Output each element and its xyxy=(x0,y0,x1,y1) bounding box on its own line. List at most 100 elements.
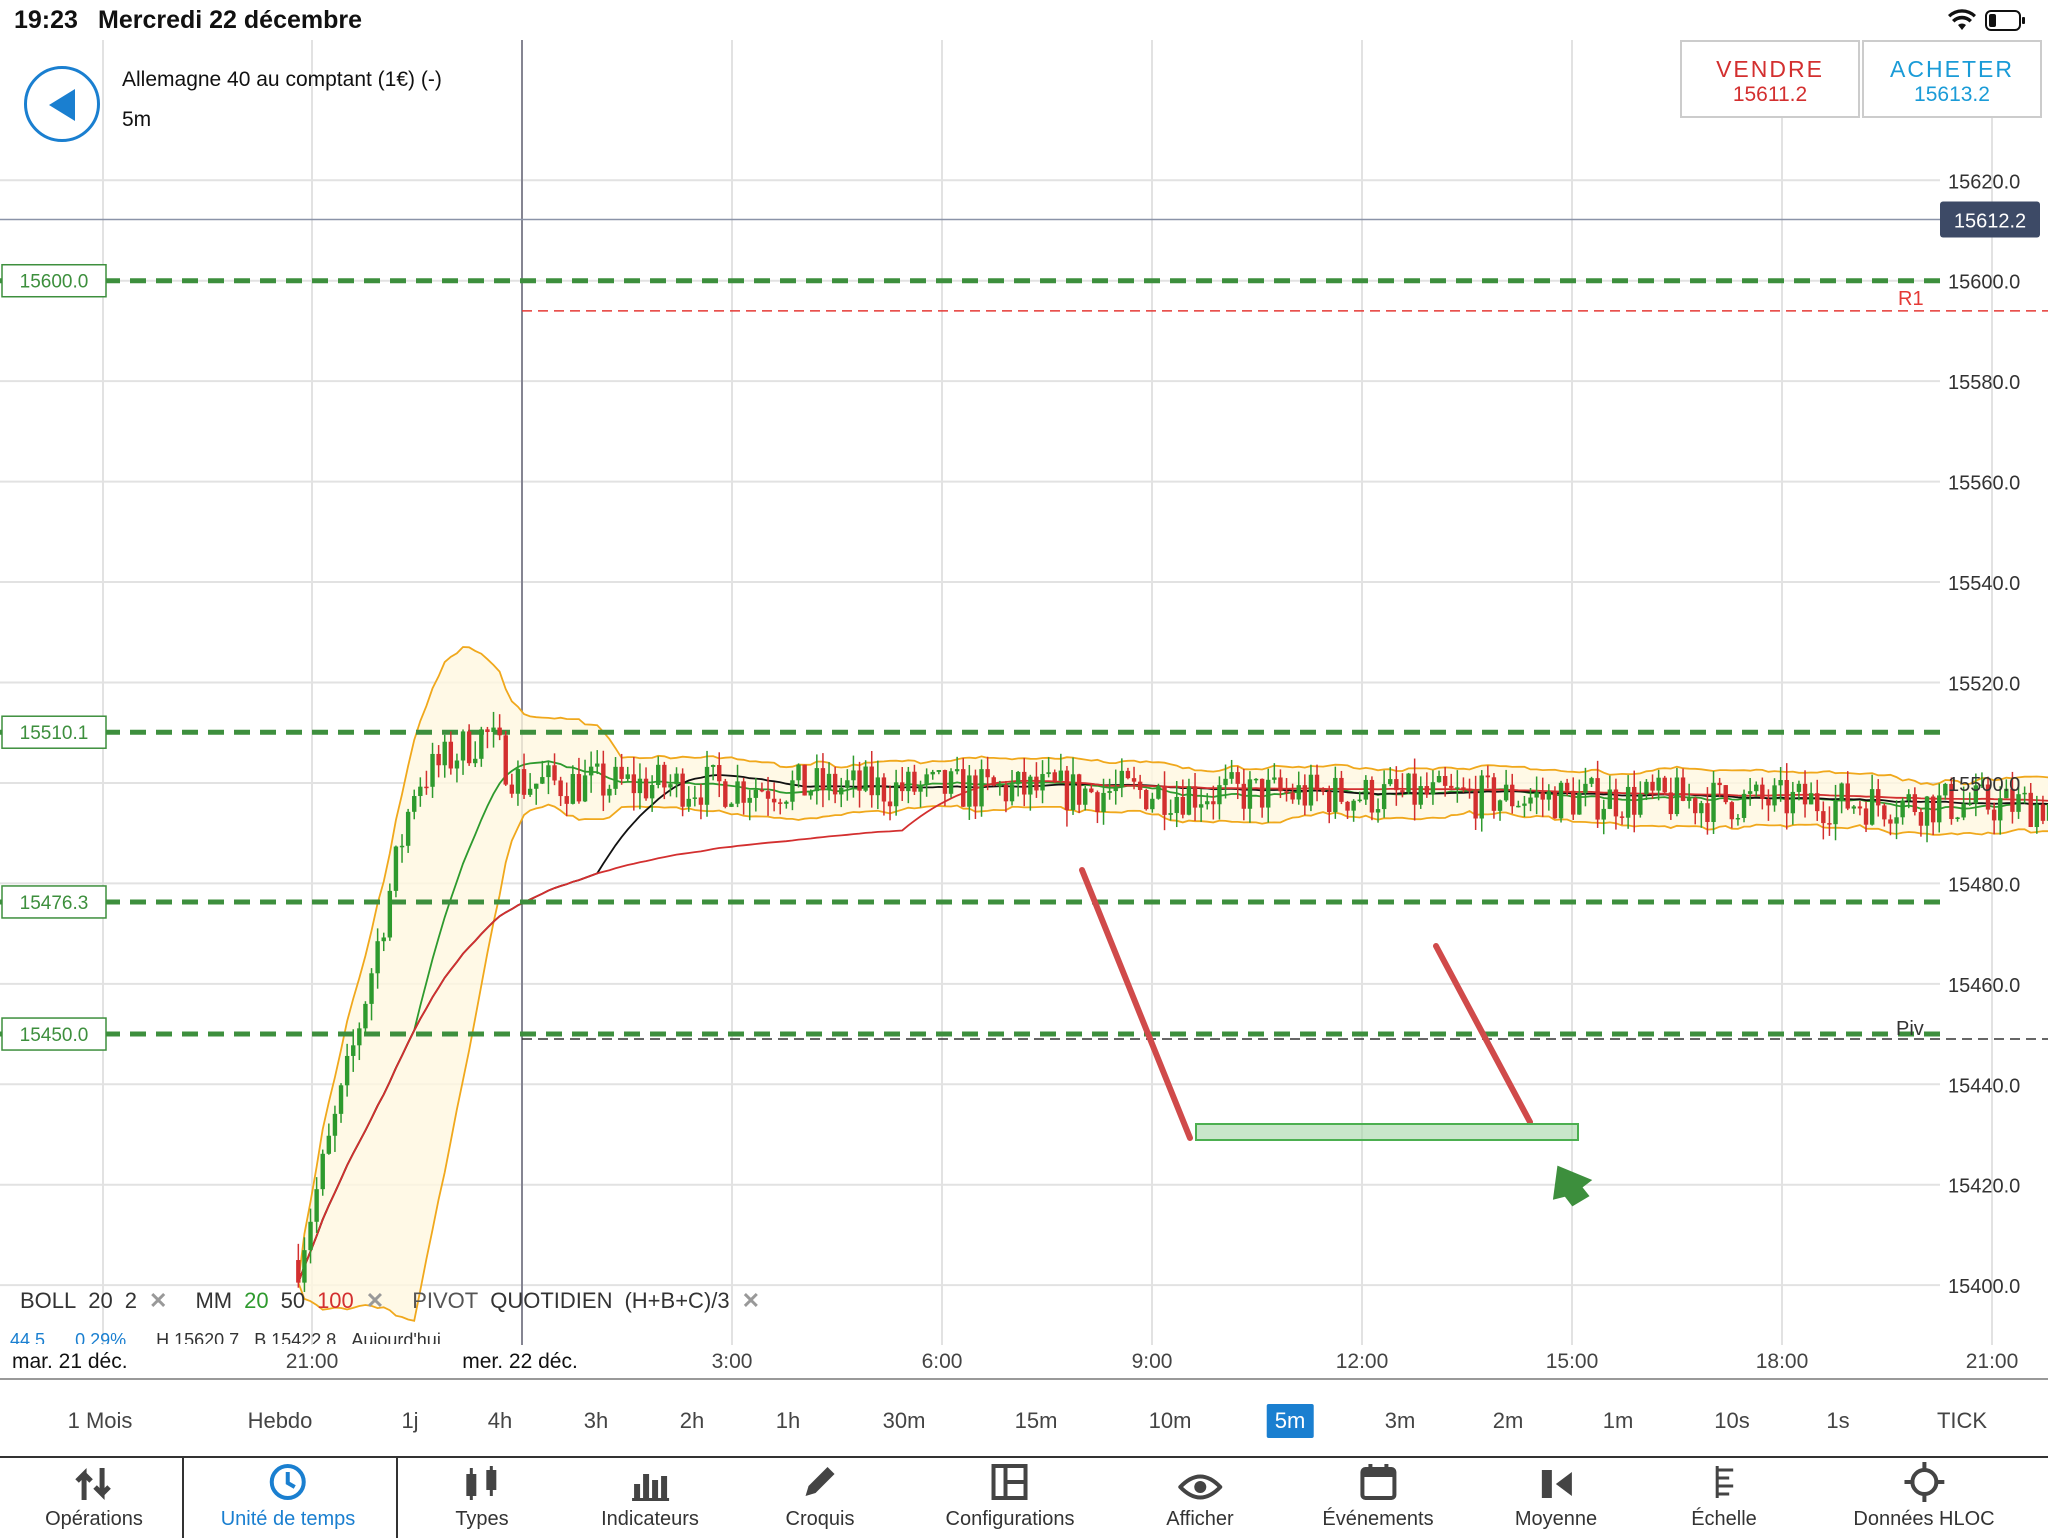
toolbar-operations[interactable]: Opérations xyxy=(45,1458,143,1538)
x-tick-label: mer. 22 déc. xyxy=(462,1350,578,1374)
candle-body xyxy=(1174,796,1179,814)
candle xyxy=(601,750,606,812)
candle xyxy=(344,1043,350,1097)
back-button[interactable] xyxy=(24,66,100,142)
candle xyxy=(1900,797,1905,825)
timeframe-tick[interactable]: TICK xyxy=(1936,1408,1988,1433)
y-tick-label: 15540.0 xyxy=(1948,573,2020,595)
timeframe-30m[interactable]: 30m xyxy=(882,1408,926,1433)
candle-body xyxy=(735,781,740,804)
y-tick-label: 15560.0 xyxy=(1948,473,2020,495)
candle xyxy=(1034,762,1039,798)
candle xyxy=(363,1001,368,1034)
timeframe-2h[interactable]: 2h xyxy=(679,1408,705,1433)
candle-body xyxy=(1845,783,1850,809)
toolbar-types[interactable]: Types xyxy=(455,1458,509,1538)
candle xyxy=(753,778,759,812)
candle xyxy=(1015,770,1021,797)
candle-body xyxy=(1461,787,1466,789)
candle-body xyxy=(668,784,673,788)
candle-body xyxy=(369,973,374,1004)
sell-button[interactable]: VENDRE 15611.2 xyxy=(1680,40,1860,118)
candle xyxy=(674,767,679,798)
candle xyxy=(375,928,380,989)
toolbar-echelle[interactable]: Échelle xyxy=(1691,1458,1757,1538)
candle-body xyxy=(1442,776,1448,786)
timeframe-15m[interactable]: 15m xyxy=(1014,1408,1058,1433)
candle xyxy=(991,775,996,787)
toolbar-unite-de-temps[interactable]: Unité de temps xyxy=(221,1458,355,1538)
candle xyxy=(1571,777,1576,820)
timeframe-4h[interactable]: 4h xyxy=(487,1408,513,1433)
candle xyxy=(369,968,374,1021)
candle xyxy=(1314,764,1320,802)
candle-body xyxy=(906,771,911,792)
candle xyxy=(613,757,618,796)
candle-body xyxy=(1632,786,1637,815)
candle xyxy=(1162,771,1167,831)
level-tag-value: 15600.0 xyxy=(20,272,89,293)
price-chart[interactable]: R1 Piv 15620.0 15600.0 15580.0 15560.0 15540.0… xyxy=(0,40,2048,1348)
candle-body xyxy=(1394,779,1399,791)
timeframe-1j[interactable]: 1j xyxy=(401,1408,419,1433)
candle-body xyxy=(1485,775,1491,778)
timeframe-hebdo[interactable]: Hebdo xyxy=(247,1408,313,1433)
candle xyxy=(1912,787,1918,816)
timeframe-5m[interactable]: 5m xyxy=(1266,1404,1314,1438)
toolbar-evenements[interactable]: Événements xyxy=(1322,1458,1434,1538)
timeframe-1h[interactable]: 1h xyxy=(775,1408,801,1433)
candles xyxy=(296,711,2048,1292)
legend-boll-p1: 20 xyxy=(88,1288,113,1313)
candle-body xyxy=(1601,808,1606,820)
candle-body xyxy=(1747,791,1753,794)
candle xyxy=(1180,779,1186,819)
candle xyxy=(1119,758,1125,798)
candle xyxy=(1967,792,1972,806)
candle-body xyxy=(1125,770,1131,779)
timeframe-3m[interactable]: 3m xyxy=(1384,1408,1416,1433)
buy-label: ACHETER xyxy=(1890,56,2014,82)
remove-pivot-icon[interactable]: ✕ xyxy=(741,1288,761,1313)
candle xyxy=(942,769,948,806)
candle-body xyxy=(1388,779,1393,785)
candle-body xyxy=(1223,778,1228,786)
candle xyxy=(1668,777,1674,820)
wifi-icon xyxy=(1948,9,1976,30)
candle-body xyxy=(485,729,490,733)
remove-mm-icon[interactable]: ✕ xyxy=(365,1288,385,1313)
candle xyxy=(1802,770,1808,818)
candle-body xyxy=(1900,800,1905,818)
candle xyxy=(1735,814,1741,826)
timeframe-2m[interactable]: 2m xyxy=(1492,1408,1524,1433)
buy-button[interactable]: ACHETER 15613.2 xyxy=(1862,40,2042,118)
candle xyxy=(668,774,673,797)
toolbar-configurations[interactable]: Configurations xyxy=(946,1458,1074,1538)
candle-body xyxy=(1473,790,1478,819)
candle xyxy=(424,770,429,795)
timeframe-10m[interactable]: 10m xyxy=(1148,1408,1192,1433)
candle xyxy=(1882,803,1887,827)
candle xyxy=(1674,767,1680,817)
candle-body xyxy=(1888,819,1893,824)
timeframe-3h[interactable]: 3h xyxy=(583,1408,609,1433)
timeframe-1s[interactable]: 1s xyxy=(1826,1408,1850,1433)
candle-body xyxy=(869,766,874,796)
candle xyxy=(442,734,447,778)
candle xyxy=(1137,774,1143,799)
toolbar-afficher[interactable]: Afficher xyxy=(1166,1458,1234,1538)
candle-body xyxy=(1363,779,1369,800)
toolbar-moyenne[interactable]: Moyenne xyxy=(1515,1458,1597,1538)
candle xyxy=(1400,773,1405,798)
remove-boll-icon[interactable]: ✕ xyxy=(149,1288,168,1313)
candle xyxy=(1833,784,1838,841)
timeframe-1m[interactable]: 1m xyxy=(1602,1408,1634,1433)
toolbar-croquis[interactable]: Croquis xyxy=(786,1458,854,1538)
toolbar-donnees-hloc[interactable]: Données HLOC xyxy=(1853,1458,1995,1538)
toolbar-indicateurs[interactable]: Indicateurs xyxy=(601,1458,699,1538)
candle-body xyxy=(1979,784,1985,787)
timeframe-1-mois[interactable]: 1 Mois xyxy=(67,1408,133,1433)
candle xyxy=(1412,758,1417,821)
candle xyxy=(351,1029,356,1072)
timeframe-10s[interactable]: 10s xyxy=(1714,1408,1750,1433)
candle-body xyxy=(1491,777,1497,811)
